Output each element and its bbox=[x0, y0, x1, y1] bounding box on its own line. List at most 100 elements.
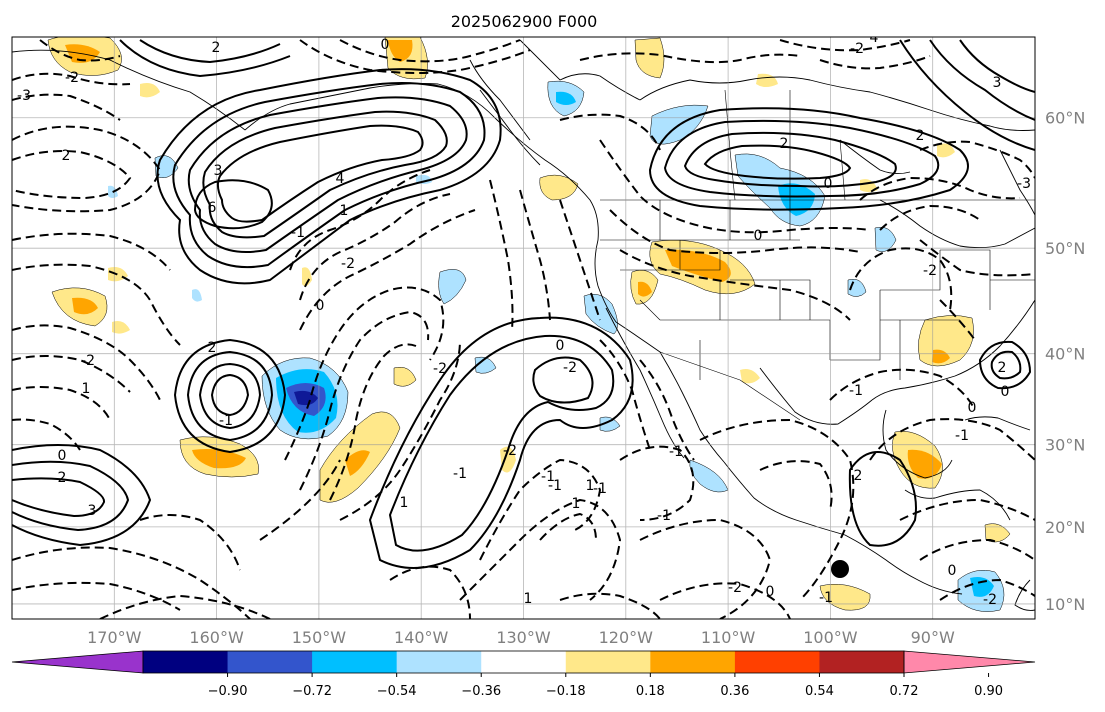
contour-lines bbox=[12, 39, 1035, 619]
colorbar-extension-low bbox=[11, 650, 144, 674]
latitude-label: 40°N bbox=[1045, 345, 1085, 364]
contour-label: -1 bbox=[849, 383, 863, 399]
contour-label: 2 bbox=[212, 40, 221, 56]
colorbar-tick-label: 0.54 bbox=[805, 684, 834, 699]
colorbar-tick-label: 0.18 bbox=[636, 684, 665, 699]
colorbar-tick-label: −0.18 bbox=[546, 684, 586, 699]
longitude-labels: 170°W 160°W 150°W 140°W 130°W 120°W 110°W 100°W… bbox=[87, 628, 955, 647]
contour-label: 1 bbox=[82, 381, 91, 397]
colorbar-bin bbox=[734, 651, 820, 673]
contour-label: 4 bbox=[336, 171, 345, 187]
colorbar-bin bbox=[227, 651, 313, 673]
contour-label: 3 bbox=[88, 503, 97, 519]
colorbar-tick-label: −0.54 bbox=[377, 684, 417, 699]
contour-label: 0 bbox=[948, 563, 957, 579]
longitude-label: 150°W bbox=[292, 628, 347, 647]
contour-label: 2 bbox=[998, 360, 1007, 376]
contour-label: -2 bbox=[433, 361, 447, 377]
latitude-labels: 60°N 50°N 40°N 30°N 20°N 10°N bbox=[1045, 109, 1085, 614]
contour-labels: 2-302-2364-11-202-21-10230-2-2-11-2-111-… bbox=[17, 37, 1031, 608]
colorbar-bin bbox=[143, 651, 229, 673]
longitude-label: 130°W bbox=[496, 628, 551, 647]
contour-label: 0 bbox=[556, 338, 565, 354]
colorbar-tick-labels: −0.90 −0.72 −0.54 −0.36 −0.18 0.18 0.36 0.54 0.7… bbox=[208, 673, 1003, 699]
contour-label: -1 bbox=[657, 508, 671, 524]
contour-label: -2 bbox=[65, 70, 79, 86]
contour-label: 1 bbox=[340, 203, 349, 219]
contour-label: 2 bbox=[780, 136, 789, 152]
contour-label: -3 bbox=[1017, 176, 1031, 192]
contour-label: -1 bbox=[669, 444, 683, 460]
contour-label: 1 bbox=[524, 591, 533, 607]
contour-label: 0 bbox=[381, 37, 390, 53]
longitude-label: 110°W bbox=[701, 628, 756, 647]
contour-label: 6 bbox=[208, 200, 217, 216]
longitude-label: 90°W bbox=[911, 628, 955, 647]
contour-label: -3 bbox=[17, 88, 31, 104]
latitude-label: 50°N bbox=[1045, 239, 1085, 258]
colorbar-tick-label: 0.90 bbox=[974, 684, 1003, 699]
contour-label: -1 bbox=[593, 481, 607, 497]
contour-label: 2 bbox=[62, 148, 71, 164]
longitude-label: 100°W bbox=[803, 628, 858, 647]
contour-label: -1 bbox=[819, 590, 833, 606]
contour-label: -1 bbox=[453, 466, 467, 482]
contour-label: 0 bbox=[58, 448, 67, 464]
longitude-label: 140°W bbox=[394, 628, 449, 647]
chart-title: 2025062900 F000 bbox=[451, 12, 598, 31]
contour-label: -2 bbox=[81, 353, 95, 369]
contour-label: -1 bbox=[219, 413, 233, 429]
contour-label: -2 bbox=[563, 360, 577, 376]
colorbar-tick-label: −0.36 bbox=[461, 684, 501, 699]
contour-label: -2 bbox=[983, 592, 997, 608]
contour-label: -2 bbox=[503, 443, 517, 459]
contour-label: 2 bbox=[916, 128, 925, 144]
contour-label: -1 bbox=[541, 469, 555, 485]
colorbar-bin bbox=[565, 651, 651, 673]
colorbar-bin bbox=[312, 651, 398, 673]
colorbar-tick-label: 0.72 bbox=[890, 684, 919, 699]
colorbar-bin bbox=[819, 651, 905, 673]
gridlines bbox=[12, 37, 1035, 619]
political-borders bbox=[600, 89, 1035, 421]
contour-label: 1 bbox=[400, 495, 409, 511]
colorbar-tick-label: −0.72 bbox=[292, 684, 332, 699]
latitude-label: 60°N bbox=[1045, 109, 1085, 128]
contour-label: 0 bbox=[1001, 384, 1010, 400]
contour-label: -2 bbox=[341, 256, 355, 272]
longitude-label: 160°W bbox=[189, 628, 244, 647]
contour-label: -2 bbox=[728, 580, 742, 596]
map-area: 2-302-2364-11-202-21-10230-2-2-11-2-111-… bbox=[12, 37, 1035, 619]
latitude-label: 10°N bbox=[1045, 595, 1085, 614]
contour-label: 0 bbox=[766, 584, 775, 600]
contour-label: 2 bbox=[58, 470, 67, 486]
longitude-label: 120°W bbox=[599, 628, 654, 647]
colorbar-bin bbox=[481, 651, 567, 673]
map-frame bbox=[11, 36, 1036, 620]
contour-label: 2 bbox=[854, 468, 863, 484]
contour-label: 3 bbox=[214, 163, 223, 179]
contour-label: 0 bbox=[824, 176, 833, 192]
contour-label: 0 bbox=[316, 298, 325, 314]
negative-shading bbox=[108, 80, 1005, 612]
contour-label: 2 bbox=[208, 340, 217, 356]
location-marker bbox=[831, 560, 849, 578]
positive-shading bbox=[47, 37, 1011, 611]
contour-label: 0 bbox=[968, 400, 977, 416]
contour-label: -1 bbox=[548, 478, 562, 494]
contour-label: -1 bbox=[291, 225, 305, 241]
longitude-label: 170°W bbox=[87, 628, 142, 647]
contour-label: 1 bbox=[572, 496, 581, 512]
colorbar-tick-label: 0.36 bbox=[720, 684, 749, 699]
colorbar bbox=[11, 650, 1036, 674]
contour-label: -2 bbox=[850, 41, 864, 57]
contour-label: -2 bbox=[923, 263, 937, 279]
colorbar-bin bbox=[650, 651, 736, 673]
latitude-label: 20°N bbox=[1045, 518, 1085, 537]
colorbar-tick-label: −0.90 bbox=[208, 684, 248, 699]
latitude-label: 30°N bbox=[1045, 436, 1085, 455]
colorbar-bin bbox=[396, 651, 482, 673]
contour-label: -1 bbox=[955, 428, 969, 444]
contour-label: 1 bbox=[586, 478, 595, 494]
